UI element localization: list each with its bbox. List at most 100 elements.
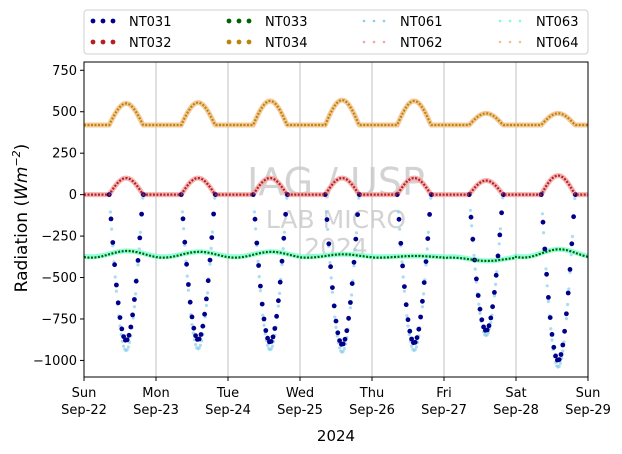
series-line — [84, 174, 588, 196]
data-point — [126, 332, 132, 338]
data-point — [342, 347, 346, 351]
data-point — [406, 324, 410, 328]
legend-marker — [246, 18, 252, 24]
data-point — [497, 232, 503, 238]
data-point — [128, 324, 134, 330]
data-point — [478, 311, 482, 315]
data-point — [416, 326, 422, 332]
data-point — [281, 235, 287, 241]
data-point — [553, 353, 558, 359]
data-point — [122, 344, 126, 348]
data-point — [133, 278, 139, 284]
data-point — [425, 236, 431, 242]
legend-label: NT033 — [265, 15, 307, 30]
data-point — [132, 297, 137, 302]
data-point — [346, 315, 351, 321]
data-point — [277, 279, 283, 285]
data-point — [546, 295, 551, 300]
legend-item: NT033 — [226, 15, 307, 30]
data-point — [495, 253, 501, 259]
data-point — [207, 257, 213, 263]
data-point — [333, 318, 339, 324]
series-line — [84, 98, 588, 127]
data-point — [567, 287, 571, 291]
data-point — [136, 263, 140, 267]
data-point — [132, 305, 136, 309]
data-point — [194, 343, 198, 347]
legend-item: NT063 — [498, 15, 578, 30]
legend-label: NT032 — [129, 36, 171, 51]
data-point — [259, 301, 265, 307]
data-point — [562, 328, 567, 334]
data-point — [202, 311, 208, 317]
data-point — [423, 259, 429, 264]
data-point — [258, 289, 262, 293]
data-point — [185, 274, 189, 278]
data-point — [551, 344, 557, 350]
series-nt033 — [83, 248, 589, 262]
data-point — [490, 304, 495, 310]
legend-label: NT062 — [400, 36, 442, 51]
series-nt064 — [84, 97, 588, 128]
data-point — [204, 296, 209, 302]
data-point — [353, 248, 357, 252]
data-point — [340, 341, 346, 347]
data-point — [425, 247, 429, 251]
legend-marker — [362, 19, 366, 23]
data-point — [113, 275, 117, 279]
data-point — [549, 332, 555, 337]
data-point — [540, 212, 545, 216]
x-tick-label-date: Sep-22 — [61, 403, 107, 418]
data-point — [329, 276, 333, 280]
data-point — [494, 282, 498, 286]
data-point — [495, 270, 499, 274]
data-point — [182, 239, 188, 245]
x-tick-label-date: Sep-28 — [493, 403, 539, 418]
data-point — [542, 231, 546, 235]
data-point — [355, 212, 360, 218]
data-point — [112, 262, 117, 268]
data-point — [344, 328, 350, 334]
data-point — [263, 332, 267, 336]
data-point — [398, 240, 404, 246]
data-point — [138, 230, 142, 234]
data-point — [182, 227, 186, 231]
legend-marker — [90, 18, 96, 24]
data-point — [335, 330, 341, 336]
x-tick-label-date: Sep-27 — [421, 403, 467, 418]
data-point — [334, 325, 338, 329]
x-tick-label-day: Sun — [72, 386, 97, 401]
data-point — [198, 332, 204, 337]
y-tick-label: −1000 — [33, 354, 77, 369]
data-point — [200, 323, 206, 329]
data-point — [485, 333, 489, 337]
data-point — [565, 290, 571, 296]
data-point — [326, 227, 330, 231]
data-point — [191, 325, 197, 331]
data-point — [338, 346, 342, 350]
data-point — [208, 262, 212, 266]
data-point — [269, 347, 273, 351]
series-nt032 — [84, 174, 588, 196]
data-point — [117, 315, 123, 320]
data-point — [137, 235, 143, 241]
x-tick-label-date: Sep-24 — [205, 403, 251, 418]
data-point — [468, 208, 472, 212]
data-point — [108, 210, 112, 214]
data-point — [135, 258, 141, 263]
legend-marker — [362, 40, 366, 44]
data-point — [420, 298, 425, 304]
data-point — [261, 316, 267, 322]
data-point — [180, 210, 184, 214]
legend-marker — [226, 39, 232, 45]
data-point — [558, 352, 564, 357]
data-point — [353, 236, 359, 242]
y-axis-label-exponent: −2 — [10, 150, 23, 166]
data-point — [560, 342, 566, 348]
data-point — [357, 196, 361, 200]
data-point — [184, 261, 190, 267]
data-point — [184, 259, 188, 263]
data-point — [486, 323, 492, 329]
data-point — [352, 264, 356, 268]
data-point — [493, 272, 499, 278]
